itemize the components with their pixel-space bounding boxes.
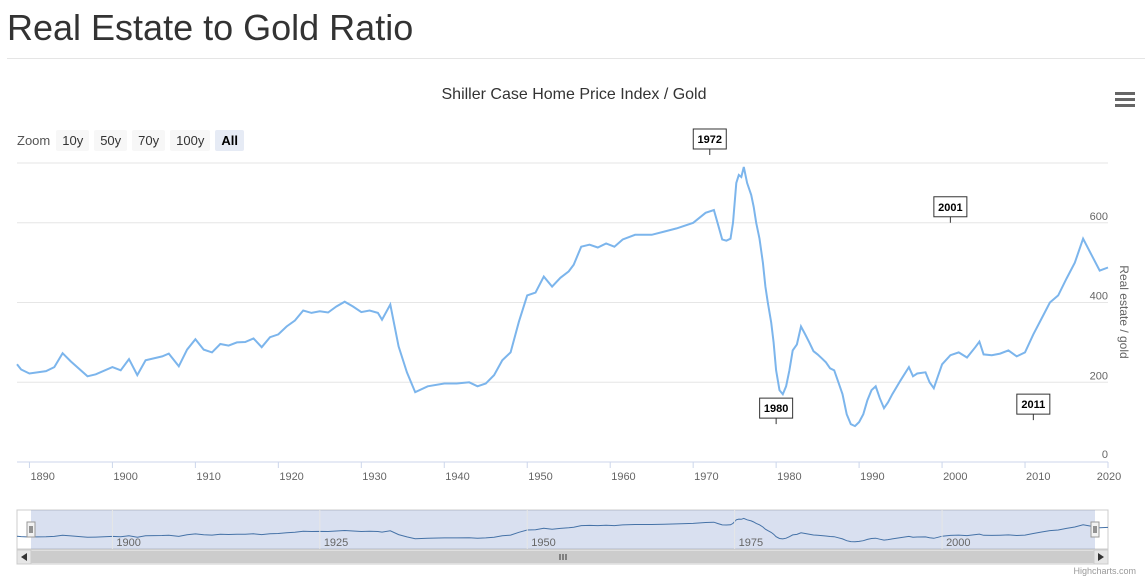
y-axis: 0 200 400 600 (1090, 211, 1108, 461)
annotation-label: 1980 (759, 397, 794, 425)
annotation-label: 2001 (933, 196, 968, 223)
y-tick-label: 600 (1090, 211, 1108, 223)
x-axis: 1890 1900 1910 1920 1930 1940 1950 1960 1970 1980… (17, 461, 1121, 483)
y-tick-label: 400 (1090, 291, 1108, 303)
x-tick-label: 2000 (943, 471, 967, 483)
hamburger-menu-icon[interactable] (1115, 92, 1135, 110)
title-divider (7, 58, 1145, 59)
menu-bar (1115, 92, 1135, 95)
x-tick-label: 1990 (860, 471, 884, 483)
x-tick-label: 2020 (1097, 471, 1121, 483)
navigator-frame (16, 509, 1109, 550)
annotation-label: 2011 (1016, 393, 1051, 421)
zoom-70y-button[interactable]: 70y (132, 129, 166, 151)
credits-link[interactable]: Highcharts.com (1073, 566, 1136, 576)
navigator[interactable]: 1900 1925 1950 1975 2000 (16, 509, 1109, 565)
zoom-100y-button[interactable]: 100y (170, 129, 211, 151)
y-tick-label: 0 (1102, 449, 1108, 461)
annotation-text: 2001 (938, 202, 962, 214)
menu-bar (1115, 104, 1135, 107)
zoom-all-button[interactable]: All (215, 129, 244, 151)
navigator-series (16, 517, 1109, 543)
zoom-50y-button[interactable]: 50y (94, 129, 128, 151)
x-tick-label: 1930 (362, 471, 386, 483)
range-selector: Zoom 10y 50y 70y 100y All (17, 129, 249, 151)
zoom-label: Zoom (17, 132, 51, 148)
navigator-handle[interactable] (26, 521, 36, 538)
y-tick-label: 200 (1090, 370, 1108, 382)
navigator-tick-label: 2000 (946, 537, 970, 549)
gridlines (17, 162, 1108, 383)
arrow-left-icon (21, 553, 27, 561)
x-tick-label: 1940 (445, 471, 469, 483)
x-tick-label: 2010 (1026, 471, 1050, 483)
series-line (16, 166, 1109, 428)
x-tick-label: 1890 (30, 471, 54, 483)
x-tick-label: 1950 (528, 471, 552, 483)
annotation-text: 1972 (698, 134, 722, 146)
zoom-10y-button[interactable]: 10y (56, 129, 90, 151)
x-tick-label: 1970 (694, 471, 718, 483)
navigator-tick-label: 1975 (739, 537, 763, 549)
navigator-handle[interactable] (1090, 521, 1100, 538)
navigator-mask (31, 510, 1095, 549)
menu-bar (1115, 98, 1135, 101)
page-title: Real Estate to Gold Ratio (7, 7, 414, 48)
navigator-tick-label: 1950 (531, 537, 555, 549)
navigator-tick-label: 1900 (116, 537, 140, 549)
annotation-label: 1972 (692, 128, 727, 155)
arrow-right-icon (1098, 553, 1104, 561)
annotations: 1972 1980 2001 2011 (692, 128, 1051, 425)
x-tick-label: 1960 (611, 471, 635, 483)
x-tick-label: 1910 (196, 471, 220, 483)
annotation-text: 2011 (1021, 399, 1045, 411)
navigator-tick-label: 1925 (324, 537, 348, 549)
annotation-text: 1980 (764, 403, 788, 415)
y-axis-title: Real estate / gold (1117, 265, 1131, 358)
x-tick-label: 1900 (113, 471, 137, 483)
x-tick-label: 1920 (279, 471, 303, 483)
x-tick-label: 1980 (777, 471, 801, 483)
chart-title: Shiller Case Home Price Index / Gold (441, 86, 707, 103)
